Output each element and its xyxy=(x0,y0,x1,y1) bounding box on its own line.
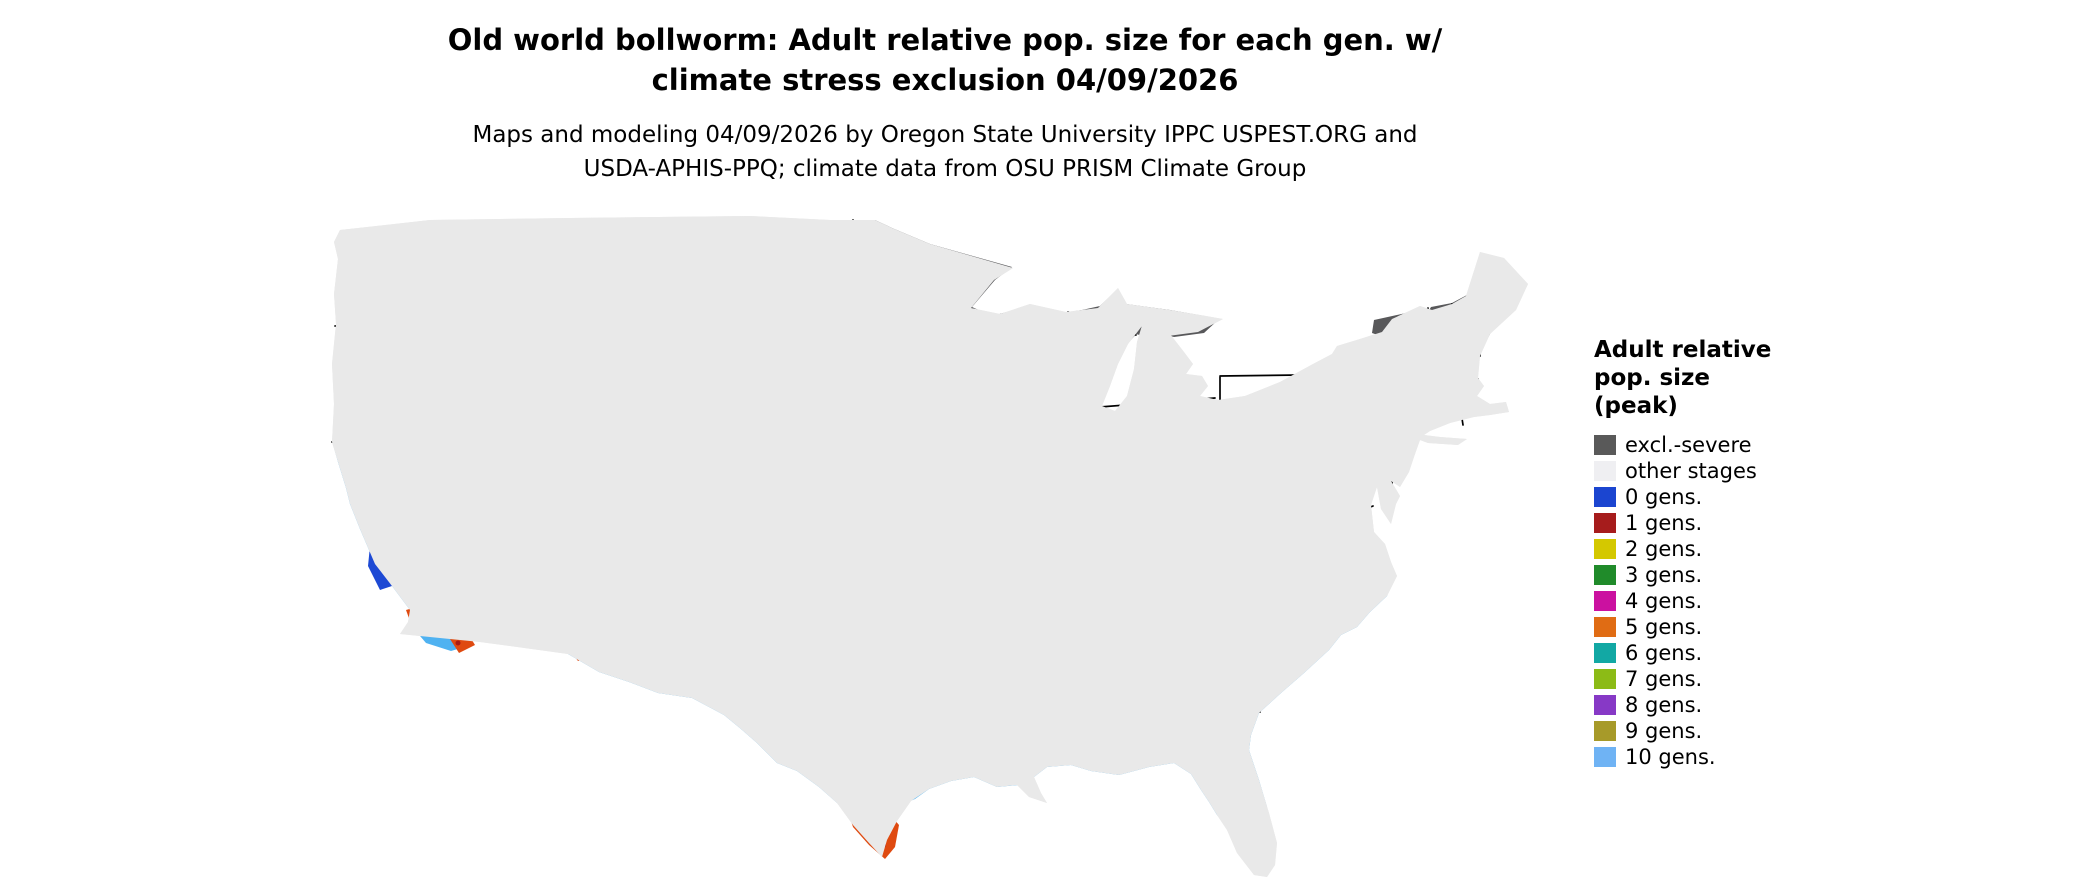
legend-label: 8 gens. xyxy=(1625,693,1703,717)
legend-swatch xyxy=(1594,539,1616,559)
legend-swatch xyxy=(1594,643,1616,663)
legend-swatch xyxy=(1594,435,1616,455)
legend-label: 5 gens. xyxy=(1625,615,1703,639)
legend-label: 7 gens. xyxy=(1625,667,1703,691)
legend-item: 3 gens. xyxy=(1594,562,1854,588)
legend-swatch xyxy=(1594,591,1616,611)
legend-label: 1 gens. xyxy=(1625,511,1703,535)
legend-title-line3: (peak) xyxy=(1594,393,1678,419)
us-outline-stroke xyxy=(330,214,1530,879)
legend-title-line1: Adult relative xyxy=(1594,337,1772,363)
legend-label: 2 gens. xyxy=(1625,537,1703,561)
legend-label: 0 gens. xyxy=(1625,485,1703,509)
map-title-line2: climate stress exclusion 04/09/2026 xyxy=(651,63,1239,97)
legend: Adult relative pop. size (peak) excl.-se… xyxy=(1594,336,1854,770)
legend-item: 7 gens. xyxy=(1594,666,1854,692)
legend-item: 6 gens. xyxy=(1594,640,1854,666)
legend-item: 5 gens. xyxy=(1594,614,1854,640)
legend-swatch xyxy=(1594,747,1616,767)
legend-label: other stages xyxy=(1625,459,1757,483)
legend-item: 2 gens. xyxy=(1594,536,1854,562)
legend-item: 9 gens. xyxy=(1594,718,1854,744)
map-title-line1: Old world bollworm: Adult relative pop. … xyxy=(447,23,1443,57)
legend-item: 8 gens. xyxy=(1594,692,1854,718)
legend-swatch xyxy=(1594,617,1616,637)
legend-swatch xyxy=(1594,487,1616,507)
us-map xyxy=(330,214,1570,884)
map-subtitle: Maps and modeling 04/09/2026 by Oregon S… xyxy=(0,118,1890,186)
legend-item: 0 gens. xyxy=(1594,484,1854,510)
legend-label: 10 gens. xyxy=(1625,745,1716,769)
legend-swatch xyxy=(1594,721,1616,741)
map-title: Old world bollworm: Adult relative pop. … xyxy=(0,20,1890,100)
map-subtitle-line1: Maps and modeling 04/09/2026 by Oregon S… xyxy=(472,122,1418,148)
legend-label: excl.-severe xyxy=(1625,433,1752,457)
legend-rows: excl.-severe other stages 0 gens. 1 gens. 2 … xyxy=(1594,432,1854,770)
legend-title-line2: pop. size xyxy=(1594,365,1711,391)
legend-item: 10 gens. xyxy=(1594,744,1854,770)
legend-swatch xyxy=(1594,565,1616,585)
legend-item: 4 gens. xyxy=(1594,588,1854,614)
legend-swatch xyxy=(1594,695,1616,715)
legend-label: 4 gens. xyxy=(1625,589,1703,613)
legend-item: 1 gens. xyxy=(1594,510,1854,536)
legend-swatch xyxy=(1594,669,1616,689)
legend-label: 9 gens. xyxy=(1625,719,1703,743)
legend-label: 6 gens. xyxy=(1625,641,1703,665)
legend-item: excl.-severe xyxy=(1594,432,1854,458)
us-map-svg xyxy=(330,214,1530,879)
legend-title: Adult relative pop. size (peak) xyxy=(1594,336,1854,420)
map-subtitle-line2: USDA-APHIS-PPQ; climate data from OSU PR… xyxy=(583,156,1307,182)
legend-item: other stages xyxy=(1594,458,1854,484)
legend-label: 3 gens. xyxy=(1625,563,1703,587)
legend-swatch xyxy=(1594,461,1616,481)
legend-swatch xyxy=(1594,513,1616,533)
